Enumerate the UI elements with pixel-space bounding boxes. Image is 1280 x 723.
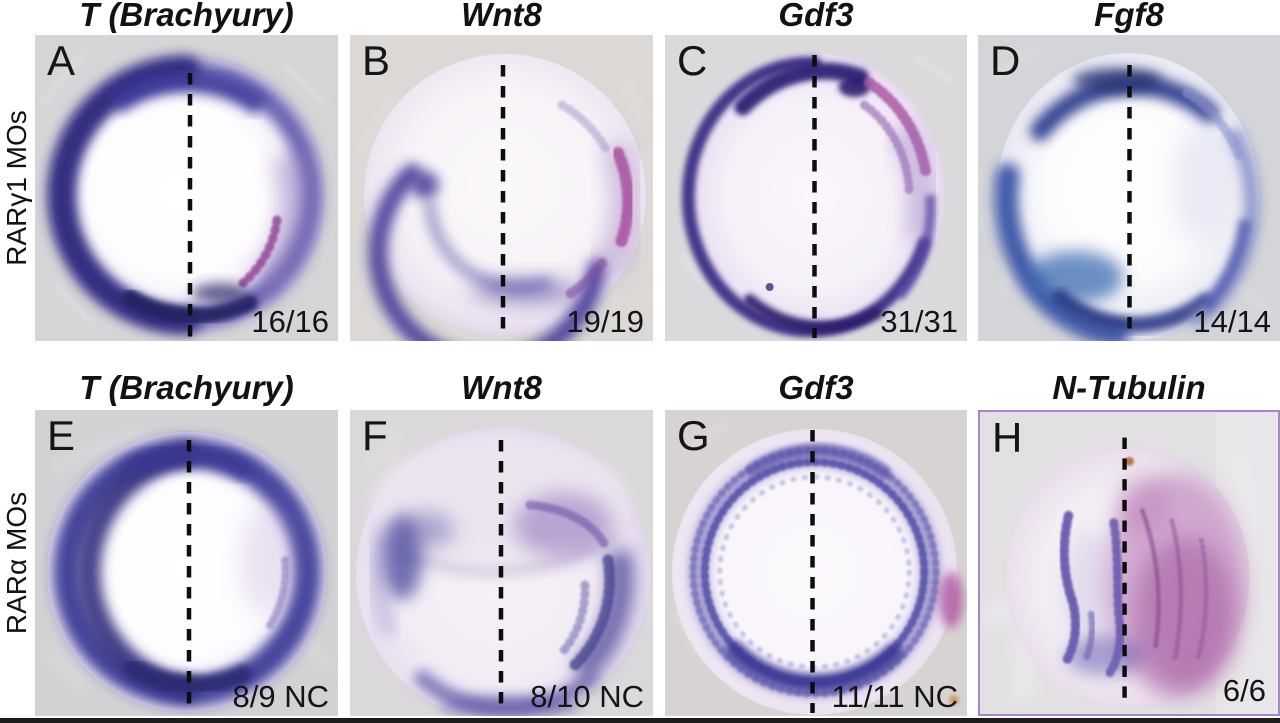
gene-title-wnt8: Wnt8: [461, 369, 542, 406]
specimen-count: 8/10 NC: [530, 678, 644, 714]
panel-letter: F: [362, 412, 388, 459]
panel-letter: E: [47, 412, 76, 459]
row-label-text: RARα MOs: [1, 491, 32, 635]
gene-title-n-tubulin: N-Tubulin: [1052, 369, 1206, 406]
panel-letter: A: [47, 37, 76, 84]
gene-title-t-brachyury: T (Brachyury): [79, 369, 294, 406]
gene-title-fgf8: Fgf8: [1094, 0, 1164, 33]
panel-b: B 19/19: [350, 35, 653, 341]
panel-g: G 11/11 NC: [665, 410, 967, 716]
row-label-rar-alpha-mos: RARα MOs: [0, 410, 34, 716]
panel-letter: C: [677, 37, 708, 84]
embryo-photo: [665, 35, 967, 341]
panel-a: A 16/16: [35, 35, 338, 341]
figure-bottom-rule: [0, 718, 1280, 723]
specimen-count: 8/9 NC: [232, 678, 329, 714]
specimen-count: 16/16: [251, 303, 329, 339]
specimen-count: 14/14: [1193, 303, 1271, 339]
row-label-rar-gamma1-mos: RARγ1 MOs: [0, 35, 34, 341]
specimen-count: 31/31: [880, 303, 958, 339]
gene-title-t-brachyury: T (Brachyury): [79, 0, 294, 33]
panel-c: C 31/31: [665, 35, 967, 341]
embryo-photo: [980, 412, 1278, 714]
panel-e: E 8/9 NC: [35, 410, 338, 716]
embryo-photo: [35, 35, 338, 341]
specimen-count: 19/19: [566, 303, 644, 339]
gene-title-gdf3: Gdf3: [778, 0, 854, 33]
row-label-text: RARγ1 MOs: [1, 110, 33, 266]
panel-letter: D: [990, 37, 1021, 84]
embryo-photo: [350, 410, 653, 716]
embryo-photo: [978, 35, 1280, 341]
panel-f: F 8/10 NC: [350, 410, 653, 716]
embryo-photo: [665, 410, 967, 716]
specimen-count: 11/11 NC: [831, 678, 958, 714]
gene-title-gdf3: Gdf3: [778, 369, 854, 406]
panel-letter: B: [362, 37, 391, 84]
panel-letter: H: [992, 414, 1023, 461]
embryo-photo: [35, 410, 338, 716]
embryo-photo: [350, 35, 653, 341]
panel-letter: G: [677, 412, 710, 459]
specimen-count: 6/6: [1222, 672, 1266, 708]
panel-d: D 14/14: [978, 35, 1280, 341]
gene-title-wnt8: Wnt8: [461, 0, 542, 33]
panel-h: H 6/6: [978, 410, 1280, 716]
